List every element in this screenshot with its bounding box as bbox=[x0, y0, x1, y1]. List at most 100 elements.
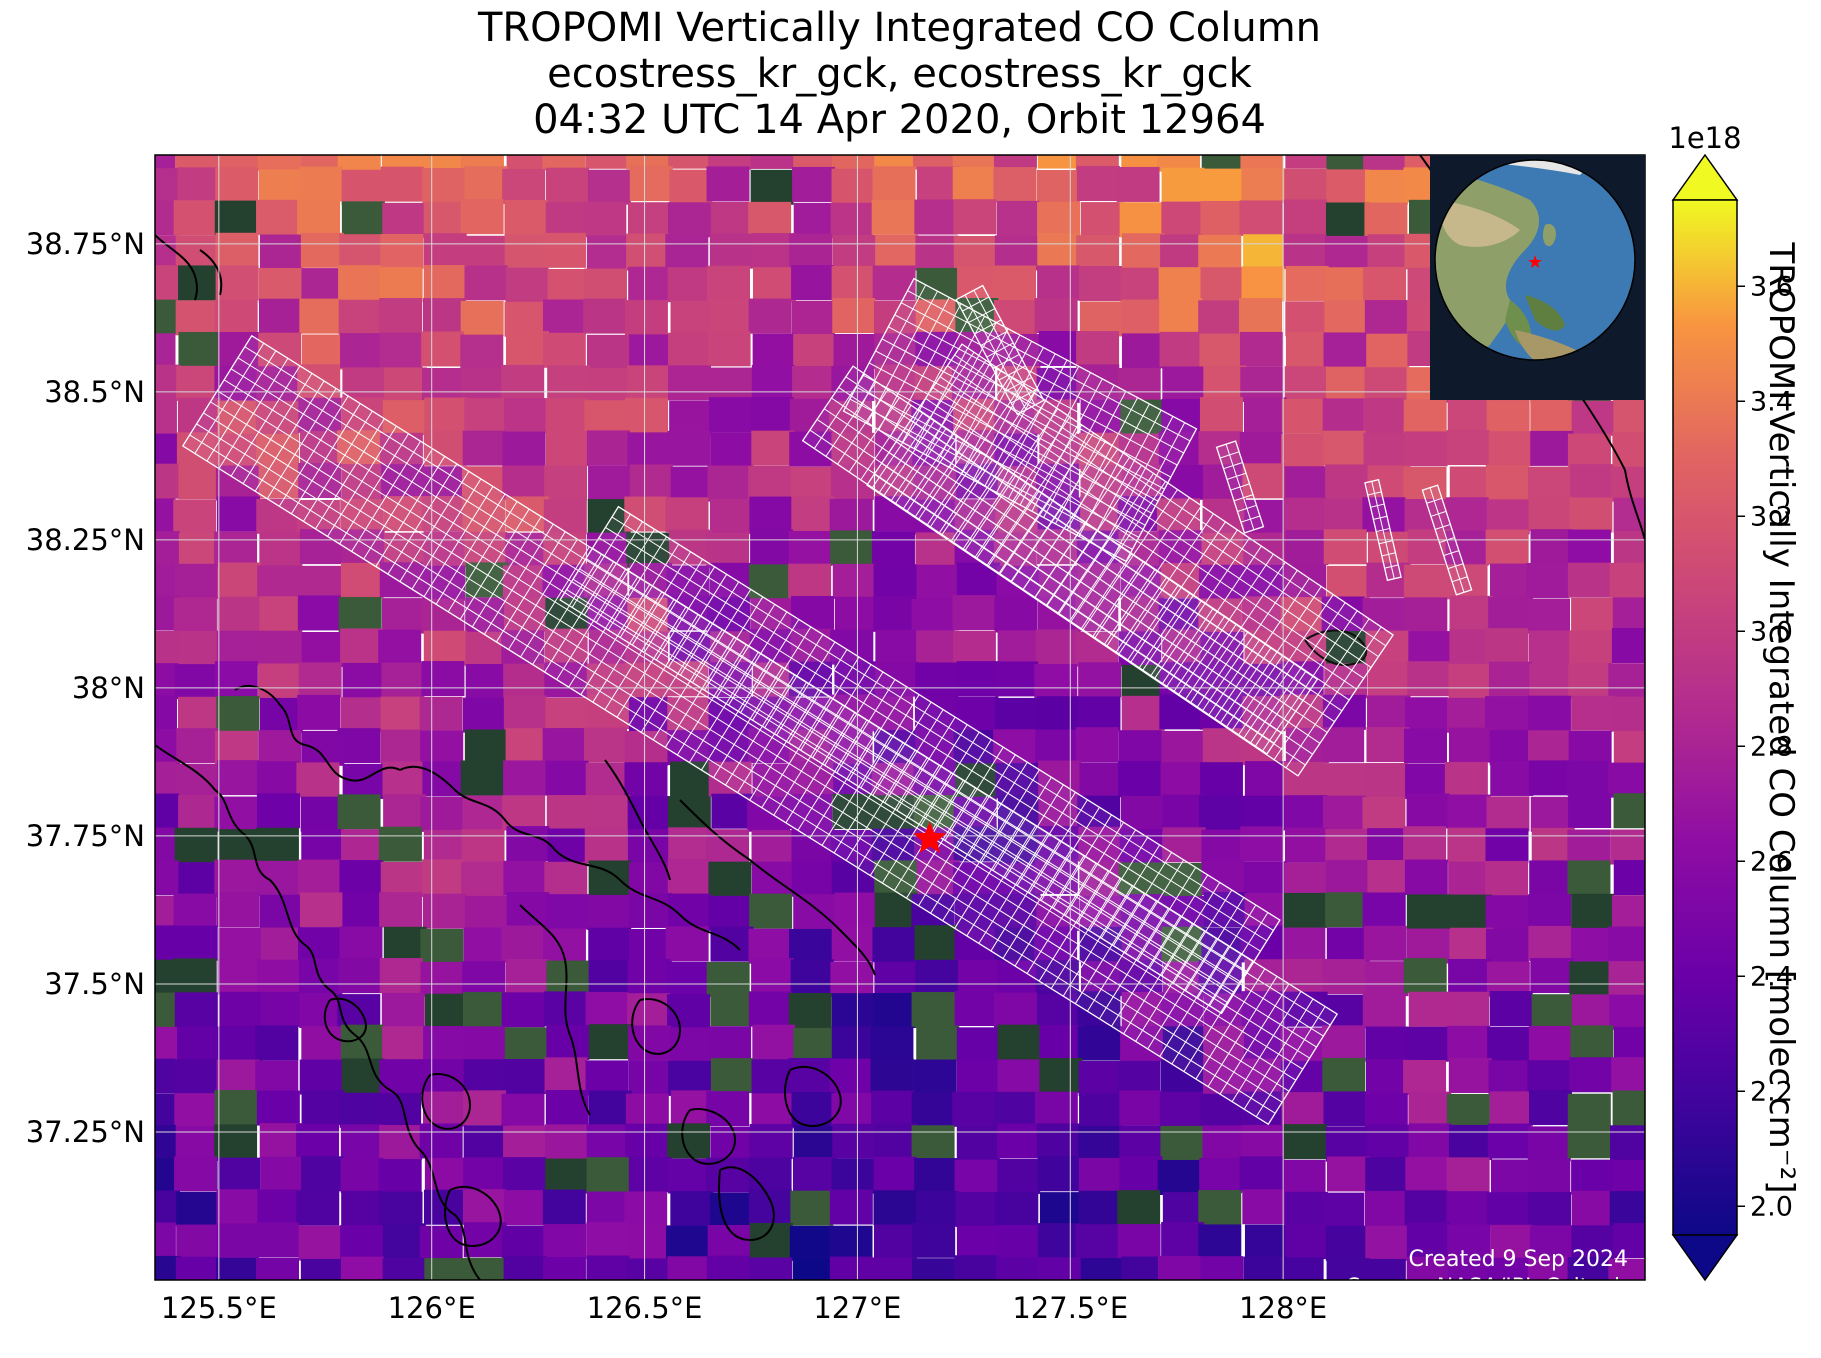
co-pixel bbox=[461, 829, 505, 865]
co-pixel bbox=[1567, 760, 1611, 796]
co-pixel bbox=[1608, 926, 1645, 962]
co-pixel bbox=[1488, 661, 1532, 697]
co-pixel bbox=[155, 1158, 178, 1194]
co-pixel bbox=[916, 630, 960, 666]
co-pixel bbox=[1121, 695, 1165, 731]
co-pixel bbox=[1240, 155, 1284, 172]
co-pixel bbox=[791, 300, 835, 336]
co-pixel bbox=[503, 1256, 547, 1280]
co-pixel bbox=[871, 531, 915, 567]
co-pixel bbox=[218, 927, 262, 963]
co-pixel bbox=[419, 696, 463, 732]
co-pixel bbox=[1569, 1057, 1613, 1093]
co-pixel bbox=[709, 499, 753, 535]
co-pixel bbox=[1244, 1224, 1288, 1260]
co-pixel bbox=[791, 596, 835, 632]
co-pixel bbox=[546, 960, 590, 996]
co-pixel bbox=[954, 1159, 998, 1195]
overlay-mesh bbox=[955, 284, 1045, 416]
co-pixel bbox=[547, 268, 591, 304]
co-pixel bbox=[627, 796, 671, 832]
co-pixel bbox=[874, 155, 918, 170]
co-pixel bbox=[1613, 1223, 1645, 1259]
co-pixel bbox=[1490, 1159, 1534, 1195]
co-pixel bbox=[259, 234, 303, 270]
co-pixel bbox=[340, 1157, 384, 1193]
overlay-mesh bbox=[1215, 440, 1265, 534]
co-pixel bbox=[911, 1125, 955, 1161]
co-pixel bbox=[626, 365, 670, 401]
co-pixel bbox=[750, 397, 794, 433]
co-pixel bbox=[255, 1025, 299, 1061]
co-pixel bbox=[155, 860, 179, 896]
co-pixel bbox=[790, 628, 834, 664]
co-pixel bbox=[214, 1124, 258, 1160]
co-pixel bbox=[178, 794, 222, 830]
co-pixel bbox=[586, 1222, 630, 1258]
co-pixel bbox=[1571, 695, 1615, 731]
co-pixel bbox=[1528, 1255, 1572, 1280]
co-pixel bbox=[1529, 1090, 1573, 1126]
co-pixel bbox=[957, 959, 1001, 995]
co-pixel bbox=[1485, 696, 1529, 732]
co-pixel bbox=[752, 333, 796, 369]
co-pixel bbox=[1611, 1057, 1645, 1093]
co-pixel bbox=[788, 993, 832, 1029]
co-pixel bbox=[301, 268, 345, 304]
co-pixel bbox=[545, 697, 589, 733]
lon-tick-label: 128°E bbox=[1239, 1291, 1327, 1325]
co-pixel bbox=[299, 431, 343, 467]
co-pixel bbox=[1363, 925, 1407, 961]
co-pixel bbox=[1284, 168, 1328, 204]
co-pixel bbox=[628, 1025, 672, 1061]
co-pixel bbox=[585, 762, 629, 798]
co-pixel bbox=[1321, 596, 1365, 632]
co-pixel bbox=[424, 1258, 468, 1280]
co-pixel bbox=[546, 795, 590, 831]
co-pixel bbox=[542, 299, 586, 335]
co-pixel bbox=[257, 155, 301, 171]
co-pixel bbox=[874, 961, 918, 997]
co-pixel bbox=[1323, 499, 1367, 535]
co-pixel bbox=[383, 926, 427, 962]
co-pixel bbox=[217, 959, 261, 995]
co-pixel bbox=[1529, 1225, 1573, 1261]
co-pixel bbox=[216, 1189, 260, 1225]
co-pixel bbox=[503, 760, 547, 796]
co-pixel bbox=[300, 232, 344, 268]
colorbar-extend-min bbox=[1671, 1234, 1739, 1282]
co-pixel bbox=[1119, 202, 1163, 238]
co-pixel bbox=[215, 232, 259, 268]
co-pixel bbox=[1038, 1257, 1082, 1280]
co-pixel bbox=[503, 695, 547, 731]
co-pixel bbox=[1158, 267, 1202, 303]
co-pixel bbox=[996, 200, 1040, 236]
co-pixel bbox=[993, 155, 1037, 169]
co-pixel bbox=[1406, 928, 1450, 964]
co-pixel bbox=[1367, 860, 1411, 896]
co-pixel bbox=[750, 598, 794, 634]
co-pixel bbox=[993, 992, 1037, 1028]
co-pixel bbox=[1613, 530, 1645, 566]
co-pixel bbox=[791, 265, 835, 301]
co-pixel bbox=[1118, 730, 1162, 766]
co-pixel bbox=[297, 199, 341, 235]
co-pixel bbox=[339, 1092, 383, 1128]
co-pixel bbox=[1284, 862, 1328, 898]
lat-tick-label: 38°N bbox=[72, 671, 145, 705]
co-pixel bbox=[1489, 563, 1533, 599]
co-pixel bbox=[256, 1090, 300, 1126]
co-pixel bbox=[1567, 860, 1611, 896]
co-pixel bbox=[1161, 201, 1205, 237]
co-pixel bbox=[709, 367, 753, 403]
co-pixel bbox=[995, 661, 1039, 697]
co-pixel bbox=[709, 233, 753, 269]
co-pixel bbox=[585, 367, 629, 403]
co-pixel bbox=[174, 1059, 218, 1095]
co-pixel bbox=[789, 233, 833, 269]
co-pixel bbox=[463, 1125, 507, 1161]
co-pixel bbox=[174, 1093, 218, 1129]
co-pixel bbox=[1034, 1091, 1078, 1127]
co-pixel bbox=[1403, 826, 1447, 862]
co-pixel bbox=[706, 1255, 750, 1280]
